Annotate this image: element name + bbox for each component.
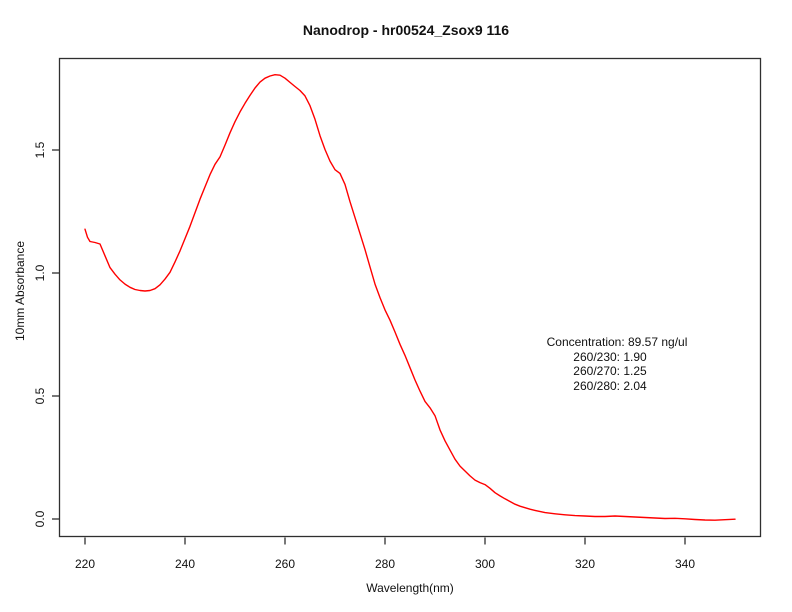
x-axis-label: Wavelength(nm) xyxy=(366,581,454,595)
tick-marks xyxy=(52,149,686,545)
plot-box-border xyxy=(58,57,762,538)
x-tick-label: 320 xyxy=(574,557,596,571)
annotation-ratio-260-280: 260/280: 2.04 xyxy=(573,378,647,393)
annotation-concentration: Concentration: 89.57 ng/ul xyxy=(546,335,688,349)
y-axis-label: 10mm Absorbance xyxy=(13,240,27,342)
x-tick-label: 280 xyxy=(374,557,396,571)
x-tick-label: 340 xyxy=(674,557,696,571)
y-tick-label: 1.0 xyxy=(33,264,47,282)
y-tick-label: 0.0 xyxy=(33,510,47,528)
annotation-ratio-260-230: 260/230: 1.90 xyxy=(573,349,647,364)
x-tick-label: 240 xyxy=(174,557,196,571)
y-tick-label: 1.5 xyxy=(33,141,47,159)
x-tick-label: 300 xyxy=(474,557,496,571)
chart-title: Nanodrop - hr00524_Zsox9 116 xyxy=(302,22,510,38)
y-tick-label: 0.5 xyxy=(33,387,47,405)
annotation-ratio-260-270: 260/270: 1.25 xyxy=(573,364,647,378)
x-tick-label: 220 xyxy=(74,557,96,571)
x-tick-label: 260 xyxy=(274,557,296,571)
absorbance-curve xyxy=(84,73,736,521)
